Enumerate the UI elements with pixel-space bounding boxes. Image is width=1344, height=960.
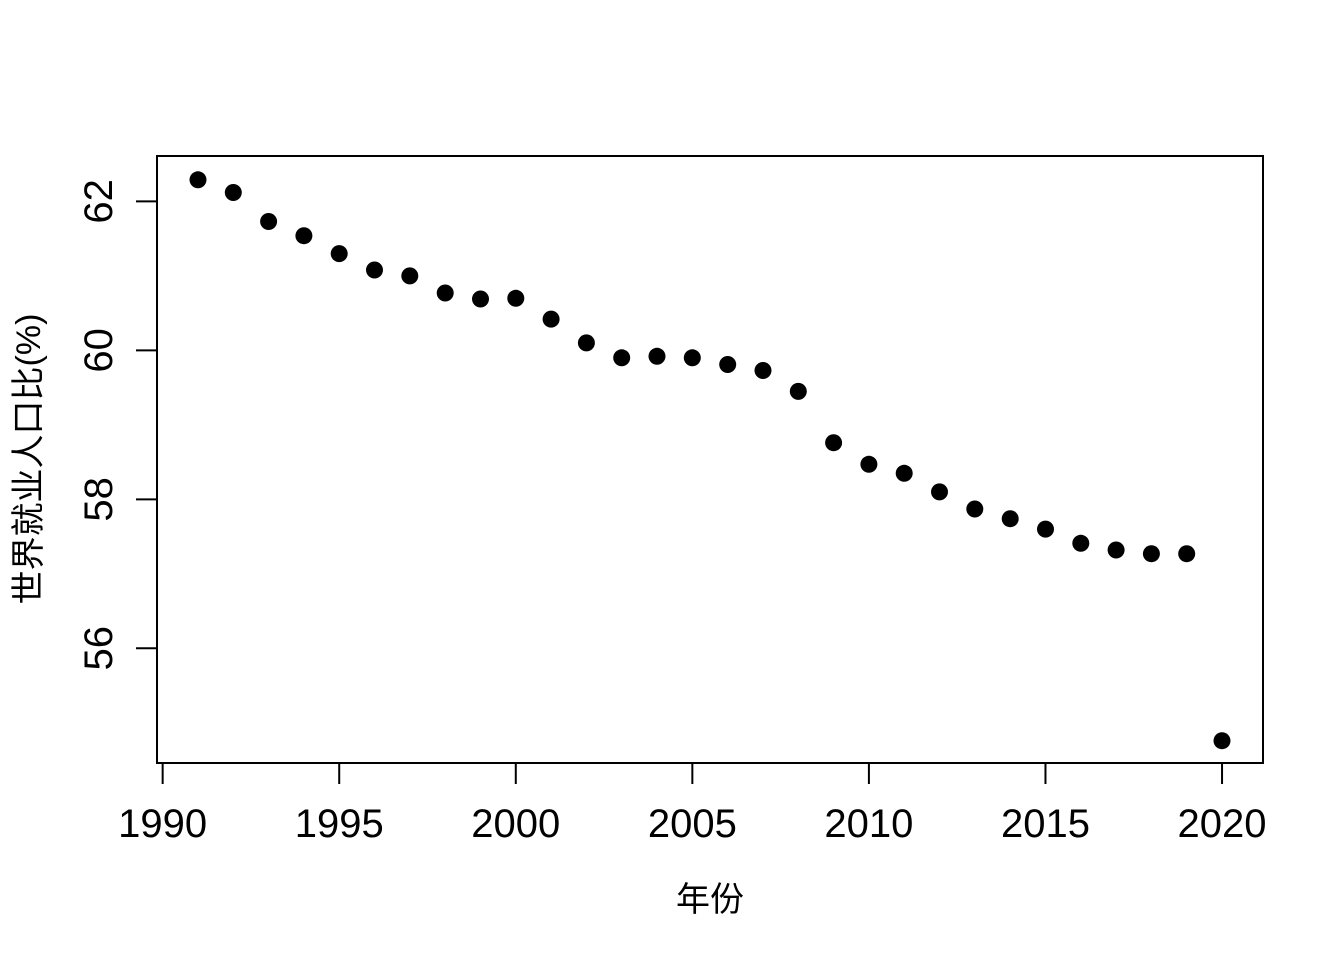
data-point: [719, 356, 737, 373]
y-tick-label: 60: [77, 328, 121, 373]
data-point: [1072, 534, 1090, 552]
data-point: [1178, 545, 1196, 563]
data-point: [825, 434, 843, 452]
data-point: [472, 290, 489, 308]
y-tick-label: 56: [77, 626, 121, 671]
data-point: [613, 349, 631, 367]
data-point: [1107, 541, 1125, 559]
data-point: [542, 310, 560, 328]
x-tick-label: 2010: [824, 802, 913, 846]
y-tick-label: 62: [77, 179, 121, 224]
x-tick-label: 2015: [1001, 802, 1090, 846]
data-point: [260, 213, 278, 230]
x-tick-label: 2020: [1178, 802, 1267, 846]
data-point: [401, 267, 419, 285]
data-points: [189, 171, 1231, 750]
data-point: [860, 455, 878, 473]
data-point: [295, 227, 313, 245]
data-point: [754, 362, 772, 379]
x-axis-tick-labels: 1990 1995 2000 2005 2010 2015 2020: [118, 802, 1266, 846]
data-point: [931, 483, 948, 501]
data-point: [224, 184, 242, 201]
data-point: [1213, 732, 1231, 750]
data-point: [895, 464, 913, 482]
x-axis-ticks: [161, 763, 1224, 784]
x-axis-title: 年份: [676, 881, 744, 919]
data-point: [1037, 520, 1054, 538]
data-point: [189, 171, 207, 189]
data-point: [1001, 510, 1019, 528]
data-point: [1142, 545, 1160, 563]
data-point: [577, 334, 595, 352]
y-tick-label: 58: [77, 477, 121, 522]
y-axis-tick-labels: 56 58 60 62: [77, 179, 121, 670]
data-point: [436, 284, 454, 302]
data-point: [330, 245, 348, 263]
data-point: [507, 289, 525, 307]
x-tick-label: 1995: [295, 802, 384, 846]
data-point: [683, 349, 701, 367]
x-tick-label: 2005: [648, 802, 737, 846]
data-point: [966, 500, 984, 518]
data-point: [366, 261, 383, 279]
x-tick-label: 1990: [118, 802, 207, 846]
data-point: [789, 382, 807, 400]
plot-border: [156, 155, 1264, 764]
data-point: [648, 347, 666, 365]
x-tick-label: 2000: [471, 802, 560, 846]
y-axis-title: 世界就业人口比(%): [10, 314, 48, 605]
y-axis-ticks: [136, 200, 157, 650]
